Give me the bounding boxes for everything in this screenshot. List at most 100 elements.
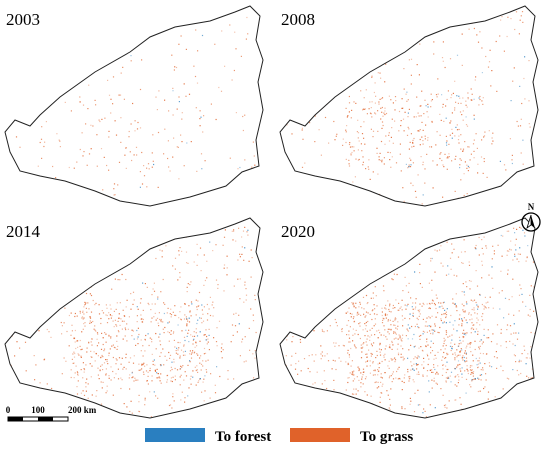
change-pixel	[41, 235, 43, 237]
change-pixel	[74, 293, 76, 296]
change-pixel	[441, 305, 443, 307]
change-pixel	[184, 314, 186, 316]
change-pixel	[47, 224, 49, 226]
change-pixel	[483, 225, 486, 227]
change-pixel	[48, 331, 50, 333]
change-pixel	[528, 169, 530, 171]
change-pixel	[245, 294, 248, 296]
change-pixel	[529, 126, 531, 128]
change-pixel	[194, 346, 196, 348]
change-pixel	[58, 235, 60, 237]
change-pixel	[465, 378, 468, 380]
change-pixel	[20, 306, 22, 308]
change-pixel	[96, 165, 98, 167]
change-pixel	[418, 115, 420, 117]
change-pixel	[58, 139, 60, 141]
change-pixel	[493, 250, 495, 252]
change-pixel	[426, 153, 428, 155]
change-pixel	[402, 356, 404, 358]
change-pixel	[423, 361, 425, 363]
change-pixel	[67, 272, 69, 274]
change-pixel	[519, 125, 522, 127]
change-pixel	[118, 313, 120, 315]
change-pixel	[490, 85, 492, 87]
change-pixel	[82, 104, 85, 106]
change-pixel	[70, 369, 72, 371]
scale-label: 100	[31, 405, 45, 415]
change-pixel	[400, 306, 402, 308]
change-pixel	[168, 321, 170, 323]
change-pixel	[171, 54, 173, 56]
change-pixel	[130, 293, 132, 295]
change-pixel	[128, 361, 130, 363]
change-pixel	[426, 353, 428, 355]
change-pixel	[385, 252, 387, 254]
change-pixel	[134, 120, 136, 122]
change-pixel	[358, 368, 360, 370]
change-pixel	[382, 285, 385, 287]
change-pixel	[376, 18, 378, 20]
change-pixel	[418, 373, 420, 375]
change-pixel	[478, 347, 481, 350]
change-pixel	[105, 368, 107, 370]
change-pixel	[417, 309, 419, 311]
change-pixel	[446, 308, 448, 310]
change-pixel	[142, 232, 144, 234]
change-pixel	[197, 381, 199, 383]
change-pixel	[305, 269, 307, 272]
change-pixel	[499, 35, 501, 37]
change-pixel	[371, 101, 373, 103]
change-pixel	[340, 54, 342, 56]
change-pixel	[244, 247, 246, 249]
change-pixel	[243, 393, 245, 395]
change-pixel	[347, 381, 349, 384]
change-pixel	[467, 92, 469, 94]
change-pixel	[377, 374, 379, 376]
change-pixel	[384, 81, 386, 83]
change-pixel	[416, 373, 418, 375]
change-pixel	[14, 257, 16, 259]
change-pixel	[109, 314, 111, 316]
change-pixel	[369, 339, 371, 341]
change-pixel	[458, 343, 460, 345]
change-pixel	[96, 338, 98, 340]
change-pixel	[100, 365, 102, 367]
change-pixel	[186, 323, 188, 325]
change-pixel	[369, 329, 371, 331]
change-pixel	[427, 116, 429, 118]
change-pixel	[384, 359, 386, 361]
change-pixel	[338, 49, 340, 51]
change-pixel	[186, 318, 188, 320]
change-pixel	[288, 414, 290, 416]
change-pixel	[402, 290, 404, 292]
change-pixel	[519, 226, 521, 228]
change-pixel	[43, 249, 46, 251]
change-pixel	[433, 53, 435, 55]
change-pixel	[469, 342, 471, 345]
change-pixel	[421, 90, 423, 92]
change-pixel	[160, 364, 162, 366]
change-pixel	[504, 297, 507, 299]
change-pixel	[330, 98, 332, 100]
change-pixel	[459, 368, 461, 370]
change-pixel	[454, 399, 456, 401]
change-pixel	[46, 383, 48, 385]
change-pixel	[308, 289, 310, 291]
change-pixel	[38, 285, 40, 287]
change-pixel	[179, 357, 181, 359]
change-pixel	[381, 121, 384, 123]
change-pixel	[98, 342, 100, 344]
change-pixel	[74, 290, 76, 292]
change-pixel	[385, 135, 387, 137]
change-pixel	[426, 370, 429, 372]
change-pixel	[237, 259, 239, 261]
change-pixel	[238, 227, 240, 229]
change-pixel	[518, 310, 520, 312]
change-pixel	[326, 330, 328, 332]
change-pixel	[449, 375, 451, 377]
change-pixel	[388, 260, 390, 262]
change-pixel	[19, 146, 21, 148]
change-pixel	[495, 11, 497, 13]
change-pixel	[458, 95, 460, 97]
change-pixel	[305, 300, 308, 303]
